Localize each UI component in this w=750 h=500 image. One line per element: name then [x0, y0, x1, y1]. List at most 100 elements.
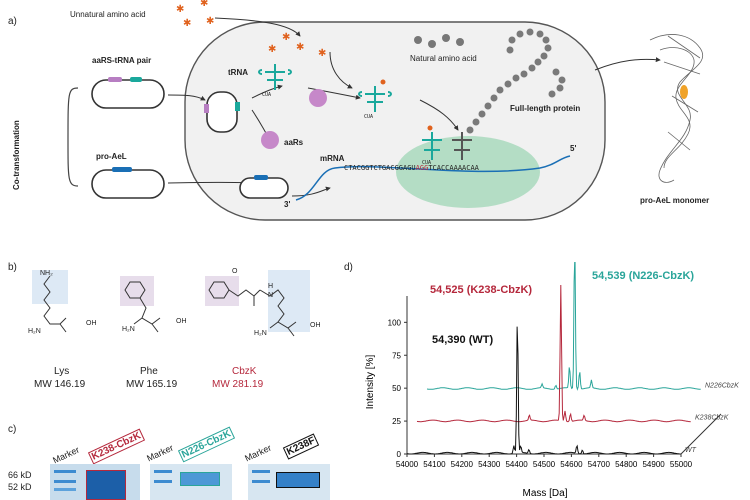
gel3-sample-label: K238F: [282, 433, 320, 460]
svg-text:✱: ✱: [176, 4, 184, 15]
kd66-label: 66 kD: [8, 470, 32, 480]
pro-ael-label: pro-AeL: [96, 152, 127, 161]
svg-text:✱: ✱: [183, 18, 191, 29]
cbzk-name: CbzK: [232, 366, 257, 377]
series-label-wt: WT: [685, 447, 697, 454]
gel1-marker-label: Marker: [51, 444, 81, 466]
cbzk-h: H: [268, 283, 274, 290]
mass-spectrum-chart: N226CbzK K238CbzK WT 54000 54100 54200 54300 5…: [365, 262, 739, 499]
gel2-sample-label: N226-CbzK: [177, 426, 235, 463]
charged-trna-icon: [358, 86, 392, 112]
lys-h2n: H₂N: [28, 328, 41, 335]
x-tick-label: 54700: [588, 460, 611, 469]
gel2-marker-label: Marker: [145, 442, 175, 464]
phe-mw: MW 165.19: [126, 379, 178, 390]
annotation-k238-cbzk: 54,525 (K238-CbzK): [430, 284, 533, 296]
x-tick-label: 54500: [533, 460, 556, 469]
y-axis-label: Intensity [%]: [365, 355, 376, 410]
svg-text:✱: ✱: [268, 44, 276, 55]
phe-oh: OH: [176, 318, 187, 325]
cbzk-o: O: [232, 268, 238, 275]
gel3-image: [248, 464, 330, 500]
cell-plasmid-2: [239, 177, 289, 199]
x-tick-label: 54400: [505, 460, 528, 469]
cell-plasmid-1: [206, 91, 238, 133]
co-transformation-bracket: [67, 87, 79, 187]
anticodon-label: CUA: [262, 92, 272, 98]
annotation-n226-cbzk: 54,539 (N226-CbzK): [592, 270, 695, 282]
phe-h2n: H₂N: [122, 326, 135, 333]
x-tick-label: 54600: [560, 460, 583, 469]
aars-trna-pair-label: aaRS-tRNA pair: [92, 56, 152, 65]
five-prime-label: 5': [570, 144, 577, 153]
svg-text:✱: ✱: [282, 32, 290, 43]
gel1-image: [50, 464, 140, 500]
panel-d-label: d): [344, 262, 353, 273]
unnatural-amino-acid-icons: ✱ ✱ ✱ ✱ ✱ ✱ ✱ ✱: [176, 0, 326, 59]
cbzk-h2n: H₂N: [254, 330, 267, 337]
unnatural-aa-label: Unnatural amino acid: [70, 10, 146, 19]
growing-peptide-chain: [466, 28, 566, 134]
x-tick-label: 54300: [478, 460, 501, 469]
y-tick-label: 50: [392, 384, 401, 393]
aars-enzyme-icon: [261, 131, 279, 149]
y-tick-label: 25: [392, 417, 401, 426]
x-tick-label: 54200: [451, 460, 474, 469]
cbzk-n: N: [268, 292, 274, 299]
amber-stop-codon: AGG: [415, 164, 429, 172]
protein-structure-image: [649, 34, 703, 183]
phe-structure: [124, 281, 161, 333]
series-trace-n226cbzk: [426, 262, 701, 391]
y-tick-label: 75: [392, 351, 401, 360]
cbzk-structure: [208, 281, 297, 337]
gel2-image: [150, 464, 232, 500]
molecule-structures: [32, 270, 310, 337]
trna-label: tRNA: [228, 68, 248, 77]
x-tick-label: 54100: [423, 460, 446, 469]
ribosome-trna-icon: [422, 132, 442, 160]
mrna-sequence-start: CTACGGTCTGACGGAGU: [344, 164, 416, 172]
svg-text:✱: ✱: [200, 0, 208, 9]
pro-ael-plasmid: [91, 169, 165, 199]
svg-text:✱: ✱: [318, 48, 326, 59]
series-label-n226cbzk: N226CbzK: [705, 382, 739, 389]
lys-structure: [43, 275, 67, 333]
pro-ael-monomer-label: pro-AeL monomer: [640, 196, 710, 205]
x-tick-label: 55000: [670, 460, 693, 469]
gel3-marker-label: Marker: [243, 442, 273, 464]
kd52-label: 52 kD: [8, 482, 32, 492]
x-tick-label: 54900: [642, 460, 665, 469]
depth-axis-line: [680, 413, 722, 455]
ribosome: [396, 136, 540, 208]
mrna-strand: [295, 155, 571, 201]
x-axis-label: Mass [Da]: [522, 488, 567, 499]
y-tick-label: 0: [397, 450, 402, 459]
aars-label: aaRs: [284, 138, 304, 147]
x-tick-label: 54800: [615, 460, 638, 469]
mrna-sequence: CTACGGTCTGACGGAGUAGGTCACCAAAACAA: [344, 164, 479, 172]
trna-icon: [258, 64, 292, 90]
three-prime-label: 3': [284, 200, 291, 209]
cbzk-mw: MW 281.19: [212, 379, 264, 390]
annotation-wt: 54,390 (WT): [432, 334, 494, 346]
lys-mw: MW 146.19: [34, 379, 86, 390]
natural-aa-label: Natural amino acid: [410, 54, 477, 63]
gel1-sample-label: K238-CbzK: [87, 428, 145, 465]
anticodon-label-2: CUA: [364, 114, 374, 120]
cbzk-oh: OH: [310, 322, 321, 329]
aars-trna-plasmid: [91, 79, 165, 109]
natural-amino-acid-icons: [414, 34, 464, 48]
series-label-k238cbzk: K238CbzK: [695, 415, 729, 422]
lys-oh: OH: [86, 320, 97, 327]
phe-name: Phe: [140, 366, 158, 377]
panel-c-label: c): [8, 424, 17, 435]
mrna-sequence-end: TCACCAAAACAA: [428, 164, 479, 172]
svg-text:✱: ✱: [206, 16, 214, 27]
svg-text:✱: ✱: [296, 42, 304, 53]
mrna-label: mRNA: [320, 154, 345, 163]
panel-a-label: a): [8, 16, 17, 27]
anticodon-label-3: CUA: [422, 160, 432, 166]
aars-enzyme-icon-2: [309, 89, 327, 107]
panel-a-diagram: ✱ ✱ ✱ ✱ ✱ ✱ ✱ ✱: [67, 0, 703, 221]
co-transformation-label: Co-transformation: [12, 120, 21, 190]
